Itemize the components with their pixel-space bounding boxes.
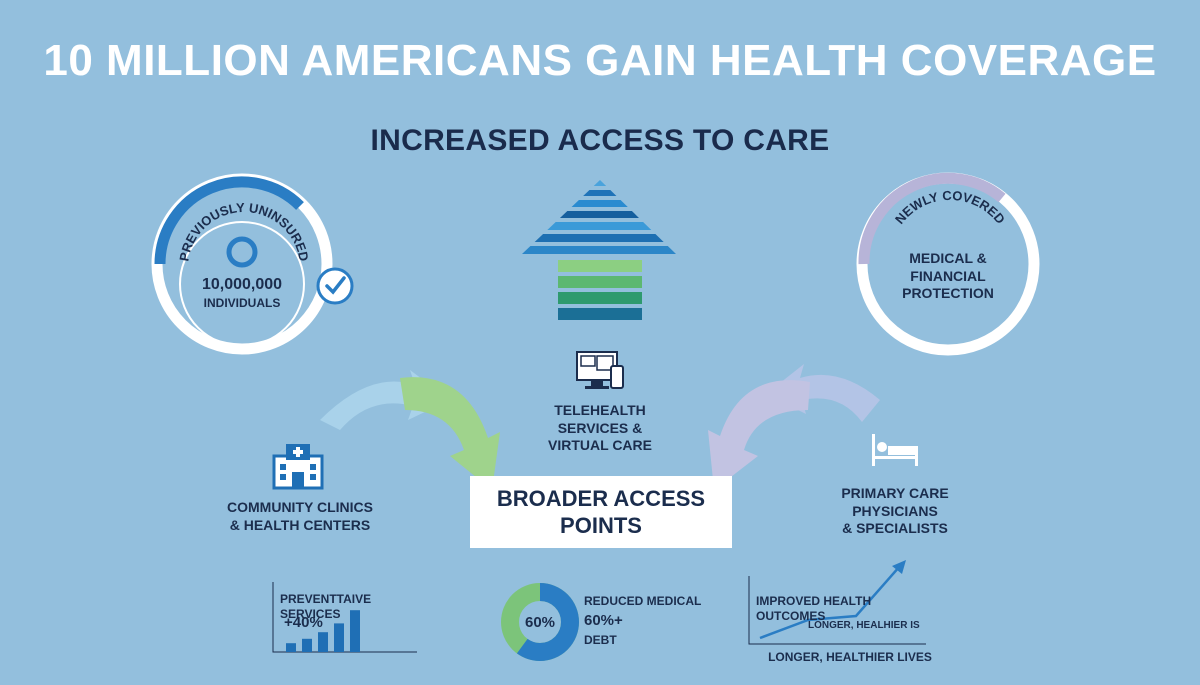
telehealth-label: TELEHEALTH SERVICES & VIRTUAL CARE [548, 402, 652, 453]
person-ring-icon [226, 236, 258, 268]
preventive-bar [302, 638, 312, 652]
outcomes-caption: LONGER, HEALTHIER LIVES [768, 650, 932, 664]
page-subtitle: INCREASED ACCESS TO CARE [370, 124, 830, 157]
debt-title: REDUCED MEDICAL [584, 594, 702, 608]
outcomes-inner-label: LONGER, HEALHIER IS [808, 620, 920, 631]
page-title: 10 MILLION AMERICANS GAIN HEALTH COVERAG… [43, 36, 1157, 85]
outcomes-title: IMPROVED HEALTH OUTCOMES [756, 594, 872, 623]
debt-donut-chart: 60% [501, 583, 579, 661]
outcomes-chart [748, 560, 926, 645]
covered-circle: NEWLY COVERED [856, 172, 1040, 356]
covered-text: MEDICAL & FINANCIAL PROTECTION [902, 250, 994, 301]
uninsured-arc-label: PREVIOUSLY UNINSURED [176, 200, 311, 263]
primary-care-label: PRIMARY CARE PHYSICIANS & SPECIALISTS [841, 485, 949, 536]
bed-icon [872, 434, 918, 466]
uninsured-unit: INDIVIDUALS [203, 296, 281, 310]
debt-suffix: DEBT [584, 633, 617, 647]
broader-access-box: BROADER ACCESS POINTS [470, 476, 732, 548]
increase-arrow-icon [522, 180, 676, 320]
uninsured-count: 10,000,000 [201, 276, 283, 293]
right-curve-arrow-icon [708, 364, 880, 490]
preventive-bar [334, 623, 344, 652]
uninsured-circle: PREVIOUSLY UNINSURED [151, 173, 354, 355]
preventive-bar [350, 610, 360, 652]
preventive-bar [286, 643, 296, 652]
debt-value: 60%+ [584, 612, 623, 629]
preventive-title: PREVENTTAIVE SERVICES [280, 592, 372, 621]
computer-icon [576, 351, 624, 389]
left-curve-arrow-icon [320, 370, 500, 490]
check-badge-icon [316, 267, 354, 305]
preventive-value: +40% [284, 614, 323, 631]
preventive-bar [318, 632, 328, 652]
preventive-chart [272, 582, 417, 653]
broader-access-label: BROADER ACCESS POINTS [496, 485, 706, 539]
clinics-label: COMMUNITY CLINICS & HEALTH CENTERS [227, 499, 373, 533]
hospital-icon [272, 444, 324, 490]
debt-center-value: 60% [525, 614, 555, 631]
